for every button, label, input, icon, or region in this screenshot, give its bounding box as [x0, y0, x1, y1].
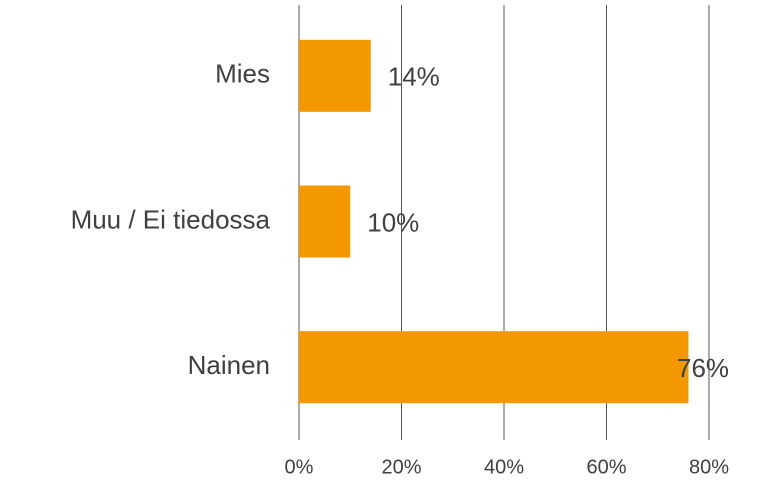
x-tick-label: 20%: [381, 456, 421, 478]
category-label: Muu / Ei tiedossa: [71, 204, 271, 234]
value-label: 14%: [388, 62, 440, 92]
x-tick-label: 60%: [586, 456, 626, 478]
bar: [299, 39, 371, 112]
x-tick-label: 0%: [285, 456, 314, 478]
value-label: 76%: [677, 353, 729, 383]
category-label: Mies: [215, 59, 270, 89]
value-label: 10%: [367, 207, 419, 237]
bar: [299, 331, 689, 404]
x-tick-label: 80%: [689, 456, 729, 478]
category-label: Nainen: [188, 350, 270, 380]
bar: [299, 185, 351, 258]
x-tick-label: 40%: [484, 456, 524, 478]
